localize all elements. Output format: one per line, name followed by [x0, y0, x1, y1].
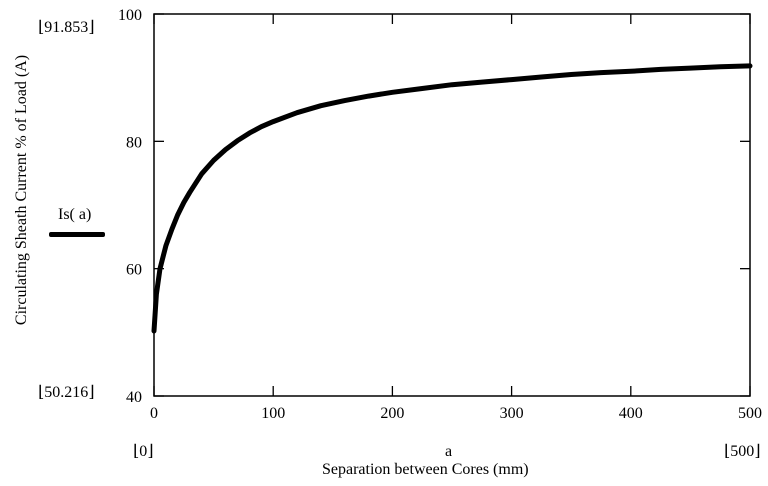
legend-label: Is( a): [58, 206, 92, 223]
series-line-is-a: [151, 63, 753, 334]
x-tick-label: 500: [738, 405, 762, 422]
y-axis-label: Circulating Sheath Current % of Load (A): [13, 54, 30, 326]
x-tick-label: 300: [500, 405, 524, 422]
y-tick-label: 100: [118, 7, 142, 24]
x-variable-label: a: [445, 443, 453, 460]
legend-swatch: [49, 232, 105, 237]
x-tick-label: 200: [380, 405, 404, 422]
x-tick-label: 400: [619, 405, 643, 422]
y-tick-label: 60: [126, 262, 142, 279]
trace-ymax-label: ⌊91.853⌋: [38, 19, 95, 36]
x-tick-label: 100: [261, 405, 285, 422]
y-tick-label: 80: [126, 134, 142, 151]
trace-ymin-label: ⌊50.216⌋: [38, 384, 95, 401]
trace-xmax-label: ⌊500⌋: [724, 443, 761, 460]
y-tick-label: 40: [126, 389, 142, 406]
plot-area-frame: [153, 13, 751, 397]
trace-xmin-label: ⌊0⌋: [133, 443, 154, 460]
x-tick-label: 0: [150, 405, 158, 422]
x-axis-label: Separation between Cores (mm): [322, 461, 529, 478]
